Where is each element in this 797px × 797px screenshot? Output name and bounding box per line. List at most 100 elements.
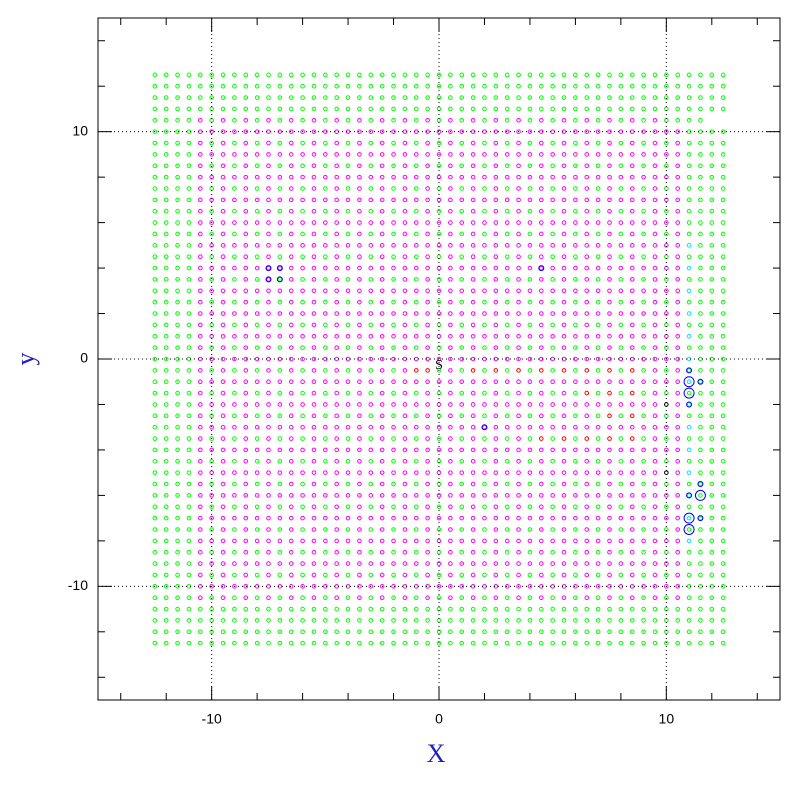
- grid-point: [709, 424, 715, 430]
- grid-point: [550, 595, 555, 601]
- grid-point: [448, 572, 453, 578]
- grid-point: [379, 481, 385, 487]
- grid-point: [584, 549, 590, 555]
- grid-point: [186, 493, 192, 498]
- grid-point: [288, 197, 294, 203]
- grid-point: [345, 629, 351, 635]
- grid-point: [163, 618, 169, 623]
- grid-point: [198, 333, 203, 339]
- grid-point: [220, 527, 226, 532]
- grid-point: [323, 83, 328, 89]
- grid-point: [186, 390, 192, 396]
- grid-point: [448, 220, 453, 225]
- grid-point: [459, 254, 465, 260]
- grid-point: [311, 436, 317, 441]
- grid-point: [470, 288, 476, 294]
- grid-point: [277, 288, 283, 294]
- grid-point: [357, 174, 362, 180]
- grid-point: [379, 618, 385, 623]
- grid-point: [220, 413, 226, 419]
- grid-point: [379, 333, 385, 339]
- grid-point: [243, 299, 249, 305]
- grid-point: [300, 379, 305, 385]
- grid-point: [413, 629, 419, 635]
- grid-point: [652, 515, 658, 521]
- grid-point: [595, 311, 601, 316]
- grid-point: [300, 333, 305, 339]
- grid-point: [527, 118, 533, 123]
- grid-point: [641, 538, 646, 544]
- grid-point: [209, 254, 214, 260]
- grid-point: [607, 254, 612, 260]
- grid-point: [198, 504, 203, 510]
- grid-point: [334, 436, 340, 441]
- grid-point: [641, 561, 646, 566]
- grid-point: [232, 390, 237, 396]
- grid-point: [220, 356, 226, 362]
- grid-point: [482, 640, 487, 646]
- grid-point: [618, 265, 624, 271]
- grid-point: [527, 561, 533, 566]
- grid-point: [402, 424, 408, 430]
- grid-point: [698, 152, 703, 157]
- grid-point: [311, 368, 317, 373]
- grid-point: [698, 174, 703, 180]
- grid-point: [641, 584, 646, 589]
- grid-point: [641, 174, 646, 180]
- grid-point: [629, 118, 635, 123]
- grid-point: [345, 95, 351, 100]
- grid-point: [720, 493, 726, 498]
- grid-point: [232, 413, 237, 419]
- grid-point: [516, 629, 521, 635]
- grid-point: [607, 163, 612, 169]
- grid-point: [152, 595, 158, 601]
- grid-point: [300, 493, 305, 498]
- grid-point: [220, 140, 226, 146]
- grid-point: [277, 72, 283, 78]
- grid-point: [698, 345, 703, 350]
- grid-point: [300, 299, 305, 305]
- grid-point: [584, 118, 590, 123]
- grid-point: [584, 561, 590, 566]
- grid-point: [504, 618, 510, 623]
- grid-point: [448, 640, 453, 646]
- grid-point: [709, 447, 715, 453]
- grid-point: [584, 379, 590, 385]
- grid-point: [629, 311, 635, 316]
- grid-point: [539, 140, 544, 146]
- grid-point: [232, 197, 237, 203]
- grid-point: [720, 243, 726, 248]
- grid-point: [470, 470, 476, 475]
- grid-point: [277, 436, 283, 441]
- grid-point: [629, 459, 635, 464]
- grid-point: [516, 208, 521, 214]
- grid-point: [186, 106, 192, 112]
- grid-point: [607, 265, 612, 271]
- grid-point: [493, 390, 499, 396]
- grid-point: [198, 163, 203, 169]
- grid-point: [720, 538, 726, 544]
- grid-point: [391, 572, 396, 578]
- grid-point: [686, 606, 692, 612]
- grid-point: [459, 243, 465, 248]
- grid-point: [254, 277, 260, 282]
- grid-point: [357, 515, 362, 521]
- grid-point: [209, 83, 214, 89]
- grid-point: [561, 95, 567, 100]
- grid-point: [413, 83, 419, 89]
- grid-point: [186, 640, 192, 646]
- grid-point: [243, 379, 249, 385]
- grid-point: [652, 208, 658, 214]
- grid-point: [573, 152, 578, 157]
- grid-point: [504, 481, 510, 487]
- grid-point: [413, 356, 419, 362]
- grid-point: [334, 299, 340, 305]
- grid-point: [584, 311, 590, 316]
- grid-point: [629, 197, 635, 203]
- grid-point: [664, 95, 669, 100]
- grid-point: [300, 345, 305, 350]
- grid-point: [379, 186, 385, 191]
- marked-point: [683, 512, 695, 524]
- grid-point: [311, 549, 317, 555]
- grid-point: [254, 152, 260, 157]
